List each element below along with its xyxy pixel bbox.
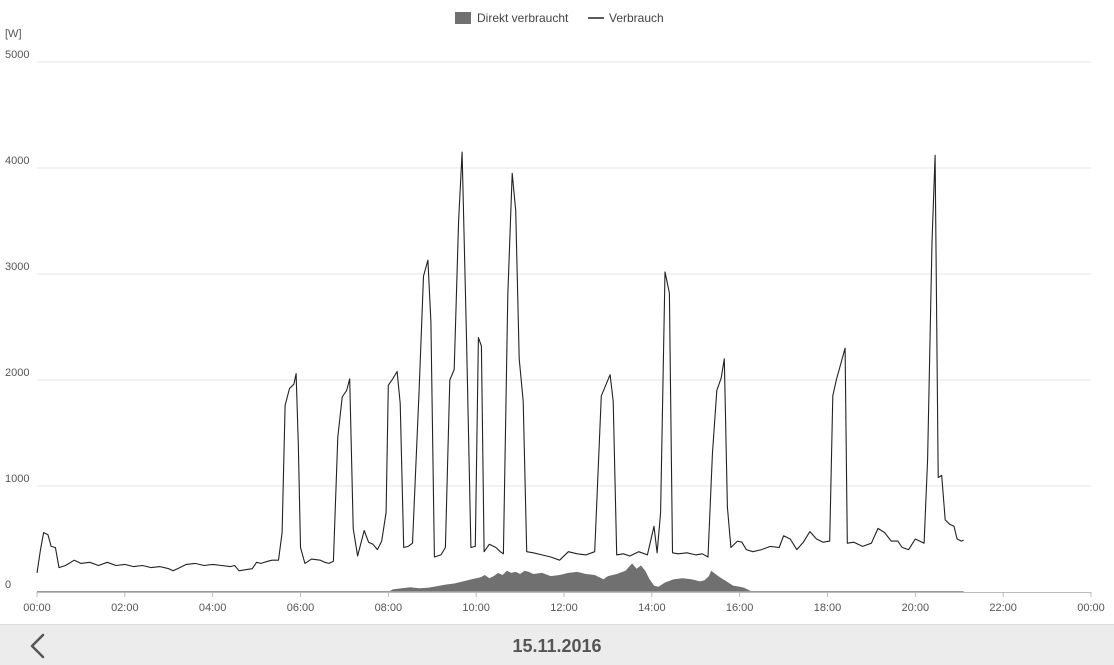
y-axis-unit: [W] — [5, 28, 22, 40]
y-tick-label: 2000 — [5, 367, 29, 379]
chevron-left-icon — [30, 633, 45, 659]
grid-lines — [37, 61, 1091, 487]
x-tick-label: 08:00 — [375, 602, 403, 614]
back-button[interactable] — [22, 631, 54, 661]
x-tick-label: 12:00 — [550, 602, 578, 614]
y-tick-label: 0 — [5, 579, 11, 591]
x-tick-label: 04:00 — [199, 602, 227, 614]
legend-label-verbrauch: Verbrauch — [609, 11, 664, 25]
area-direkt-verbraucht — [388, 563, 753, 592]
x-tick-label: 22:00 — [989, 602, 1017, 614]
legend-label-direkt-verbraucht: Direkt verbraucht — [477, 11, 569, 25]
legend-item-verbrauch[interactable]: Verbrauch — [588, 11, 664, 25]
x-axis: 00:00 02:00 04:00 06:00 08:00 10:00 12:00 14:00… — [23, 592, 1105, 614]
legend-swatch-area — [455, 12, 471, 24]
y-tick-label: 3000 — [5, 261, 29, 273]
x-tick-label: 14:00 — [638, 602, 666, 614]
y-tick-label: 5000 — [5, 49, 29, 61]
x-tick-label: 16:00 — [726, 602, 754, 614]
x-tick-label: 10:00 — [462, 602, 490, 614]
series-verbrauch — [36, 151, 964, 573]
legend-item-direkt-verbraucht[interactable]: Direkt verbraucht — [455, 11, 569, 25]
line-verbrauch — [36, 151, 964, 573]
x-tick-label: 20:00 — [902, 602, 930, 614]
series-direkt-verbraucht — [37, 563, 964, 592]
x-tick-label: 18:00 — [814, 602, 842, 614]
x-tick-label: 00:00 — [1077, 602, 1105, 614]
energy-chart: [W] 0 1000 2000 3000 4000 5000 00:00 02:00 04:0… — [5, 11, 1105, 614]
y-tick-label: 4000 — [5, 155, 29, 167]
x-tick-label: 02:00 — [111, 602, 139, 614]
x-tick-label: 00:00 — [23, 602, 51, 614]
y-tick-label: 1000 — [5, 473, 29, 485]
legend[interactable]: Direkt verbraucht Verbrauch — [455, 11, 664, 25]
x-tick-label: 06:00 — [287, 602, 315, 614]
y-axis: [W] 0 1000 2000 3000 4000 5000 — [5, 28, 29, 591]
footer-bar: 15.11.2016 — [0, 624, 1114, 665]
current-date: 15.11.2016 — [512, 636, 602, 656]
